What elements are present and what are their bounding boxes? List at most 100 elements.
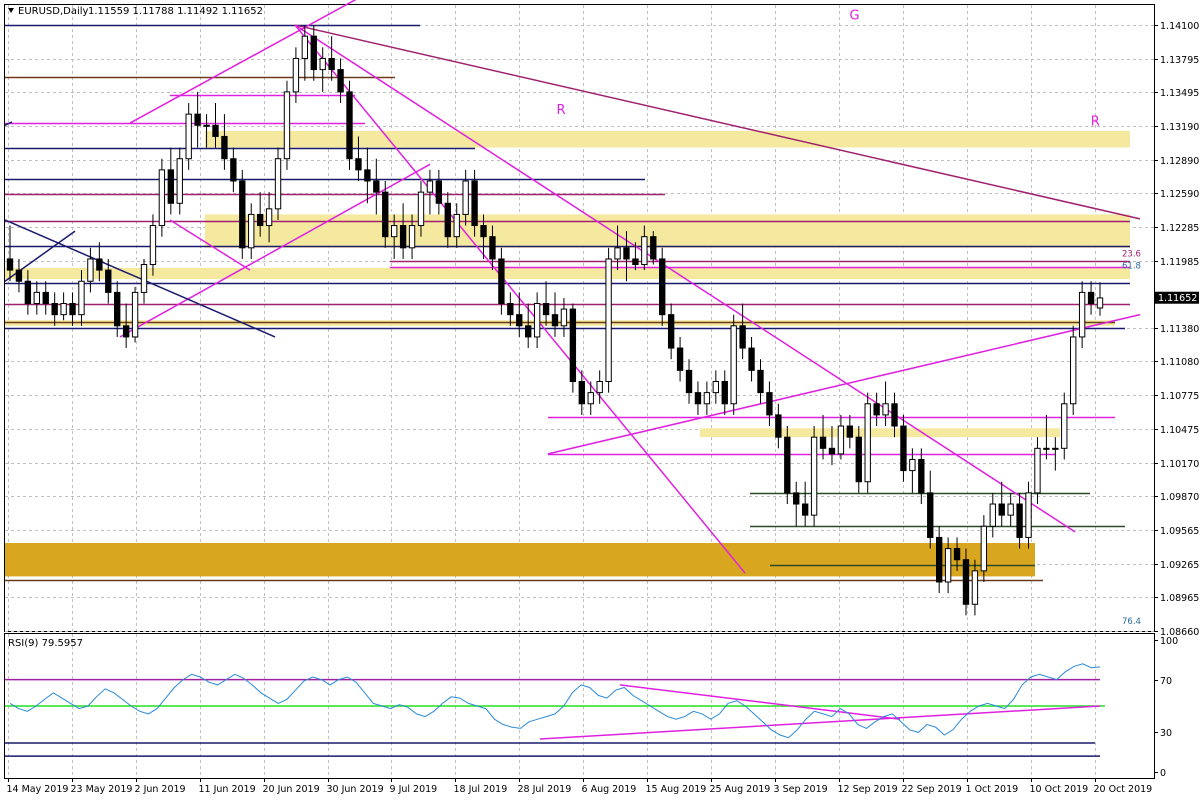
- candle-body: [891, 403, 898, 427]
- candle-body: [882, 403, 889, 416]
- candle-body: [936, 536, 943, 583]
- candle: [417, 180, 425, 237]
- candle: [337, 58, 344, 104]
- candle: [962, 548, 970, 616]
- y-tick-label: 1.10775: [1160, 391, 1199, 402]
- candle: [775, 403, 782, 449]
- candle: [1016, 492, 1023, 549]
- candle-body: [909, 458, 916, 472]
- candle-body: [24, 280, 32, 305]
- y-tick-label: 1.10170: [1160, 459, 1199, 470]
- price-axis: 1.14100 1.13795 1.13495 1.13190 1.12890 1.125…: [1154, 21, 1199, 638]
- collapse-arrow-icon[interactable]: [8, 8, 14, 13]
- rsi-tick-label: 100: [1160, 636, 1178, 647]
- candle: [1087, 281, 1095, 315]
- candle: [480, 214, 487, 259]
- candle-body: [659, 258, 666, 316]
- candle-body: [998, 503, 1005, 516]
- candle-body: [757, 369, 764, 394]
- candle: [498, 247, 505, 315]
- x-tick-label: 6 Aug 2019: [582, 784, 637, 795]
- candle-body: [239, 180, 246, 249]
- candle: [105, 258, 112, 304]
- candle: [873, 392, 880, 427]
- candle-body: [337, 69, 344, 93]
- candle: [176, 147, 183, 215]
- candle-body: [408, 225, 416, 249]
- candle: [730, 314, 737, 415]
- candle: [846, 414, 854, 449]
- candle-body: [310, 35, 317, 71]
- candle-body: [248, 213, 255, 249]
- candle-body: [489, 236, 496, 260]
- candle: [408, 214, 416, 259]
- y-tick-label: 1.13190: [1160, 122, 1199, 133]
- y-tick-label: 1.09870: [1160, 492, 1199, 503]
- candle: [998, 481, 1005, 527]
- candle-body: [140, 264, 148, 293]
- candle: [471, 169, 478, 237]
- candle: [694, 381, 702, 415]
- candle-body: [721, 380, 728, 405]
- y-tick-label: 1.12590: [1160, 189, 1199, 200]
- rsi-trend-line: [619, 684, 901, 720]
- candle-body: [105, 269, 112, 293]
- x-tick-label: 9 Jul 2019: [390, 784, 438, 795]
- candle-body: [533, 303, 541, 338]
- x-tick-label: 28 Jul 2019: [518, 784, 572, 795]
- y-tick-label: 1.09565: [1160, 526, 1199, 537]
- candle-body: [15, 269, 23, 282]
- candle-body: [793, 492, 800, 505]
- candle: [1070, 325, 1077, 415]
- rsi-tick-label: 70: [1160, 676, 1172, 687]
- candle-body: [292, 57, 300, 93]
- candle-body: [1061, 403, 1068, 449]
- candle: [96, 242, 103, 282]
- candle: [230, 147, 237, 193]
- candle-body: [1070, 336, 1077, 405]
- candle: [239, 169, 246, 259]
- candle: [748, 336, 755, 382]
- candle-body: [399, 225, 407, 249]
- y-tick-label: 1.10475: [1160, 425, 1199, 436]
- candle-body: [426, 180, 434, 193]
- candle-body: [471, 180, 478, 227]
- price-zone: [205, 130, 1130, 148]
- candle-body: [1052, 447, 1059, 450]
- candle: [971, 559, 979, 616]
- candle: [87, 247, 94, 293]
- candle: [507, 292, 514, 326]
- candle-body: [507, 303, 514, 316]
- candle: [560, 297, 568, 337]
- candle-body: [516, 314, 523, 327]
- candle: [614, 225, 621, 271]
- candle: [391, 214, 398, 259]
- candle: [944, 537, 952, 594]
- candle: [114, 281, 121, 337]
- candle-body: [667, 314, 675, 349]
- fib-label: 76.4: [1122, 617, 1141, 627]
- candle: [1007, 492, 1014, 527]
- candle-body: [114, 291, 121, 327]
- candle: [864, 392, 871, 493]
- candle-body: [766, 392, 773, 416]
- candle-body: [1096, 297, 1104, 309]
- candle: [659, 247, 666, 326]
- trend-line: [4, 219, 276, 338]
- x-tick-label: 2 Jun 2019: [135, 784, 186, 795]
- candle: [328, 36, 335, 81]
- trend-line: [129, 0, 357, 124]
- candle-body: [1043, 447, 1050, 450]
- candle-body: [122, 325, 130, 338]
- candle: [676, 336, 684, 382]
- candle-body: [60, 303, 67, 316]
- candle-body: [748, 347, 755, 371]
- candle: [122, 303, 130, 349]
- candle-body: [274, 158, 282, 210]
- candle-body: [69, 303, 76, 316]
- price-zone: [700, 428, 1060, 438]
- candle-body: [1016, 503, 1023, 538]
- candle: [212, 103, 219, 148]
- candle: [784, 426, 791, 505]
- candle: [927, 470, 934, 549]
